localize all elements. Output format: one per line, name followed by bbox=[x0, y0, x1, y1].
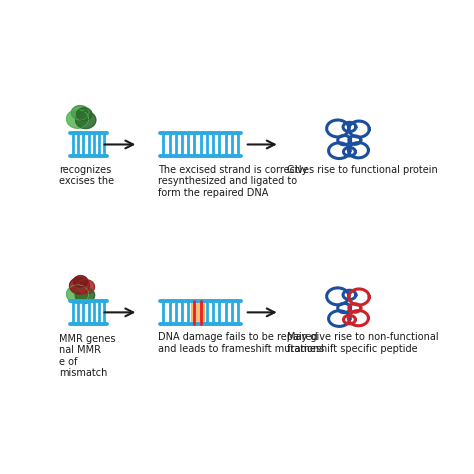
Polygon shape bbox=[76, 108, 92, 120]
Text: May give rise to non-functional
frameshift specific peptide: May give rise to non-functional frameshi… bbox=[287, 332, 438, 354]
Polygon shape bbox=[75, 111, 96, 128]
Polygon shape bbox=[67, 285, 89, 303]
Polygon shape bbox=[67, 109, 89, 128]
Bar bbox=[191, 301, 204, 324]
Polygon shape bbox=[77, 280, 94, 294]
Text: The excised strand is correctly
resynthesized and ligated to
form the repaired D: The excised strand is correctly resynthe… bbox=[158, 164, 308, 198]
Polygon shape bbox=[75, 287, 95, 303]
Polygon shape bbox=[70, 277, 90, 294]
Polygon shape bbox=[72, 106, 89, 120]
Text: MMR genes
nal MMR
e of
mismatch: MMR genes nal MMR e of mismatch bbox=[59, 334, 116, 378]
Text: Gives rise to functional protein: Gives rise to functional protein bbox=[287, 164, 438, 174]
Text: DNA damage fails to be repaired
and leads to frameshift mutations: DNA damage fails to be repaired and lead… bbox=[158, 332, 325, 354]
Text: recognizes
excises the: recognizes excises the bbox=[59, 164, 114, 186]
Polygon shape bbox=[73, 276, 88, 287]
